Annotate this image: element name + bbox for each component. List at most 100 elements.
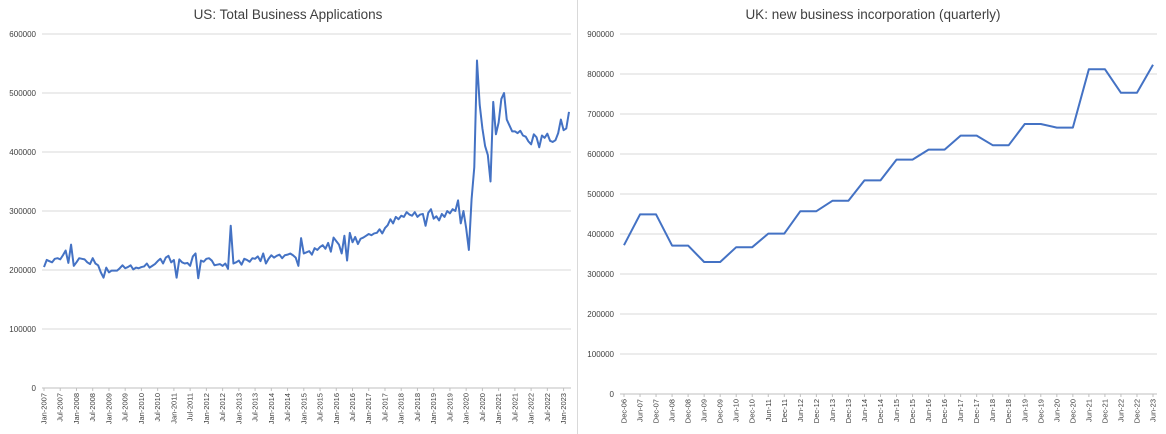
- data-point: [355, 236, 356, 237]
- x-tick-label: Jan-2020: [462, 393, 471, 424]
- x-tick-label: Dec-19: [1036, 399, 1045, 423]
- x-tick-label: Jun-17: [956, 399, 965, 422]
- series-line: [623, 64, 1154, 263]
- data-point: [736, 247, 737, 248]
- data-point: [403, 216, 404, 217]
- data-point: [501, 98, 502, 99]
- data-point: [800, 211, 801, 212]
- data-point: [346, 260, 347, 261]
- data-point: [368, 233, 369, 234]
- x-tick-label: Jul-2016: [348, 393, 357, 422]
- data-point: [333, 237, 334, 238]
- data-point: [1152, 64, 1153, 65]
- data-point: [135, 267, 136, 268]
- data-point: [200, 260, 201, 261]
- x-tick-label: Jan-2009: [104, 393, 113, 424]
- data-point: [114, 270, 115, 271]
- data-point: [558, 133, 559, 134]
- data-point: [509, 125, 510, 126]
- data-point: [768, 233, 769, 234]
- x-tick-label: Jun-13: [828, 399, 837, 422]
- data-point: [260, 261, 261, 262]
- data-point: [138, 268, 139, 269]
- data-point: [568, 111, 569, 112]
- x-tick-label: Jun-16: [924, 399, 933, 422]
- data-point: [379, 229, 380, 230]
- x-tick-label: Jan-2022: [527, 393, 536, 424]
- data-point: [130, 265, 131, 266]
- data-point: [179, 259, 180, 260]
- uk-chart-svg: 0 100000 200000 300000 400000 500000 600000 700…: [587, 30, 1157, 423]
- data-point: [541, 135, 542, 136]
- data-point: [187, 262, 188, 263]
- data-point: [341, 253, 342, 254]
- data-point: [390, 219, 391, 220]
- data-point: [322, 245, 323, 246]
- data-point: [960, 135, 961, 136]
- x-tick-label: Jul-2010: [153, 393, 162, 422]
- data-point: [230, 225, 231, 226]
- data-point: [552, 141, 553, 142]
- data-point: [265, 263, 266, 264]
- data-point: [447, 210, 448, 211]
- data-point: [195, 253, 196, 254]
- data-point: [363, 237, 364, 238]
- data-point: [563, 130, 564, 131]
- data-point: [374, 233, 375, 234]
- data-point: [152, 265, 153, 266]
- x-tick-label: Jun-18: [988, 399, 997, 422]
- data-point: [655, 214, 656, 215]
- data-point: [460, 223, 461, 224]
- data-point: [43, 266, 44, 267]
- y-tick-label: 0: [32, 384, 37, 393]
- x-tick-label: Dec-21: [1100, 399, 1109, 423]
- us-chart-panel: US: Total Business Applications 0 100000 2…: [0, 0, 576, 434]
- data-point: [298, 265, 299, 266]
- x-tick-label: Jan-2018: [397, 393, 406, 424]
- data-point: [60, 259, 61, 260]
- x-tick-label: Jan-2014: [267, 393, 276, 424]
- data-point: [688, 245, 689, 246]
- data-point: [976, 135, 977, 136]
- data-point: [76, 262, 77, 263]
- x-tick-label: Dec-09: [716, 399, 725, 423]
- data-point: [493, 101, 494, 102]
- data-point: [382, 233, 383, 234]
- data-point: [360, 238, 361, 239]
- series-line: [43, 59, 570, 280]
- data-point: [401, 215, 402, 216]
- data-point: [449, 213, 450, 214]
- data-point: [549, 140, 550, 141]
- x-tick-label: Jul-2020: [478, 393, 487, 422]
- data-point: [273, 257, 274, 258]
- x-tick-label: Jan-2007: [40, 393, 49, 424]
- data-point: [398, 219, 399, 220]
- y-tick-label: 500000: [9, 89, 36, 98]
- x-tick-label: Jun-14: [860, 399, 869, 422]
- data-point: [328, 242, 329, 243]
- data-point: [306, 252, 307, 253]
- data-point: [54, 258, 55, 259]
- data-point: [244, 258, 245, 259]
- data-point: [566, 128, 567, 129]
- x-tick-label: Jul-2011: [186, 393, 195, 421]
- data-point: [254, 258, 255, 259]
- x-tick-label: Dec-16: [940, 399, 949, 423]
- data-point: [417, 216, 418, 217]
- data-point: [311, 254, 312, 255]
- data-point: [928, 149, 929, 150]
- y-tick-label: 0: [610, 390, 615, 399]
- x-tick-label: Dec-06: [620, 399, 629, 423]
- data-point: [376, 232, 377, 233]
- x-tick-label: Jun-11: [764, 399, 773, 421]
- data-point: [206, 258, 207, 259]
- data-point: [544, 137, 545, 138]
- data-point: [300, 238, 301, 239]
- data-point: [154, 264, 155, 265]
- data-point: [249, 261, 250, 262]
- x-tick-label: Dec-18: [1004, 399, 1013, 423]
- x-tick-label: Jul-2018: [413, 393, 422, 422]
- data-point: [84, 259, 85, 260]
- data-point: [433, 218, 434, 219]
- x-tick-label: Jan-2015: [299, 393, 308, 424]
